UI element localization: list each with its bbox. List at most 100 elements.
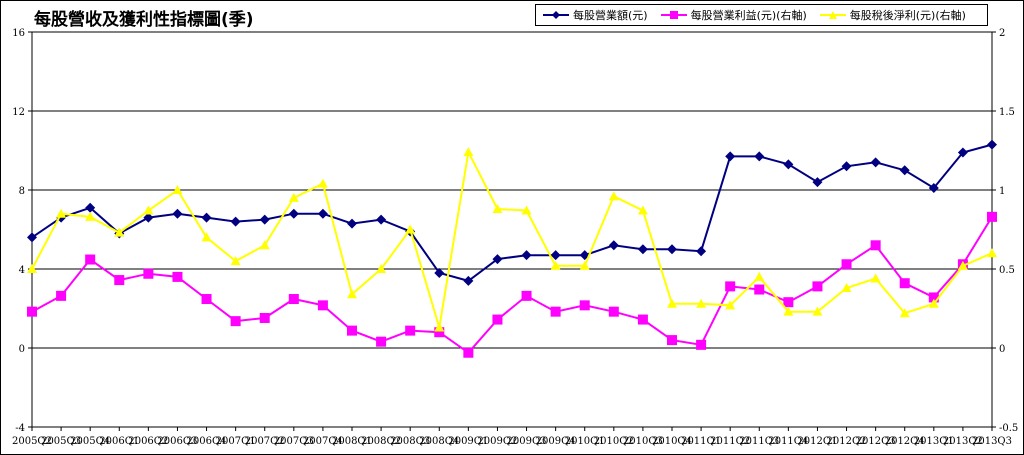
data-point-square (230, 316, 241, 327)
data-point-diamond (172, 208, 183, 219)
data-point-diamond (812, 177, 823, 188)
y-right-tick-label: 2 (999, 28, 1005, 39)
data-point-diamond (870, 157, 881, 168)
x-tick-label: 2011Q2 (710, 436, 750, 447)
data-point-diamond (143, 212, 154, 223)
x-tick-label: 2012Q3 (856, 436, 896, 447)
data-point-square (259, 312, 270, 323)
data-point-diamond (987, 139, 997, 150)
data-point-triangle (754, 271, 765, 281)
data-point-square (27, 306, 37, 317)
legend-item-operating-profit-label: 每股營業利益(元)(右軸) (690, 9, 807, 22)
x-tick-label: 2012Q2 (827, 436, 867, 447)
x-tick-label: 2005Q2 (12, 436, 52, 447)
data-point-square (987, 211, 997, 222)
series-line-1 (31, 216, 993, 355)
x-tick-label: 2009Q4 (536, 436, 576, 447)
data-point-triangle (928, 298, 939, 308)
data-point-triangle (434, 322, 445, 332)
x-tick-label: 2005Q4 (70, 436, 110, 447)
data-point-square (492, 314, 503, 325)
data-point-square (143, 268, 154, 279)
data-point-triangle (783, 306, 794, 316)
data-point-square (579, 300, 590, 311)
data-point-square (347, 325, 357, 336)
x-tick-label: 2012Q1 (797, 436, 837, 447)
data-point-diamond (899, 165, 910, 176)
data-point-square (725, 281, 736, 292)
data-point-diamond (928, 183, 939, 194)
data-point-diamond (376, 214, 387, 225)
legend-net-income-marker (819, 11, 846, 19)
data-point-triangle (230, 256, 241, 266)
data-point-diamond (288, 208, 299, 219)
legend-revenue-marker (543, 11, 569, 19)
data-point-triangle (347, 289, 357, 299)
x-tick-label: 2006Q4 (187, 436, 227, 447)
data-point-triangle (85, 211, 96, 221)
data-point-triangle (376, 264, 387, 273)
data-point-triangle (27, 264, 37, 273)
legend-item-operating-profit: 每股營業利益(元)(右軸) (660, 7, 807, 23)
data-point-diamond (492, 254, 503, 265)
x-tick-label: 2005Q3 (41, 436, 81, 447)
data-point-diamond (667, 244, 677, 255)
y-right-tick-label: -0.5 (999, 423, 1018, 434)
x-tick-label: 2009Q3 (507, 436, 547, 447)
data-point-triangle (987, 248, 997, 258)
x-tick-label: 2008Q4 (419, 436, 459, 447)
x-tick-label: 2010Q2 (594, 436, 634, 447)
data-point-diamond (725, 151, 736, 162)
data-point-triangle (201, 232, 212, 242)
data-point-diamond (317, 208, 328, 219)
data-point-diamond (85, 202, 96, 213)
data-point-triangle (812, 306, 823, 316)
data-point-square (317, 300, 328, 311)
y-left-tick-label: 0 (19, 344, 25, 355)
data-point-square (928, 292, 939, 303)
legend: 每股營業額(元) 每股營業利益(元)(右軸) 每股稅後淨利(元)(右軸) (535, 4, 988, 26)
data-point-triangle (637, 205, 648, 215)
x-tick-label: 2011Q1 (681, 436, 721, 447)
data-point-diamond (27, 232, 37, 243)
x-tick-label: 2011Q4 (768, 436, 808, 447)
data-point-triangle (870, 273, 881, 283)
data-point-triangle (114, 227, 125, 237)
data-point-triangle (288, 192, 299, 202)
x-tick-label: 2011Q3 (739, 436, 779, 447)
series-line-0 (31, 143, 993, 282)
data-point-square (172, 271, 183, 282)
x-tick-label: 2006Q3 (157, 436, 197, 447)
data-point-diamond (347, 218, 357, 229)
data-point-triangle (317, 178, 328, 188)
data-point-diamond (637, 244, 648, 255)
data-point-square (637, 314, 648, 325)
y-left-tick-label: 8 (19, 186, 25, 197)
data-point-square (85, 254, 96, 265)
x-tick-label: 2008Q3 (390, 436, 430, 447)
x-tick-label: 2010Q1 (565, 436, 605, 447)
x-tick-label: 2010Q3 (623, 436, 663, 447)
data-point-triangle (492, 203, 503, 213)
y-right-tick-label: 1 (999, 186, 1005, 197)
data-point-diamond (521, 250, 532, 261)
chart-title: 每股營收及獲利性指標圖(季) (34, 10, 254, 30)
data-point-triangle (725, 300, 736, 310)
data-point-diamond (957, 147, 968, 158)
data-point-triangle (579, 260, 590, 270)
data-point-triangle (172, 185, 183, 194)
x-tick-label: 2006Q1 (99, 436, 139, 447)
y-right-tick-label: 1.5 (999, 107, 1015, 118)
data-point-square (376, 336, 387, 347)
data-point-square (405, 325, 416, 336)
x-tick-label: 2012Q4 (885, 436, 925, 447)
series-line-2 (31, 148, 993, 328)
data-point-diamond (434, 267, 445, 278)
data-point-square (667, 335, 677, 346)
y-left-tick-label: 12 (12, 107, 25, 118)
x-tick-label: 2008Q2 (361, 436, 401, 447)
x-tick-label: 2006Q2 (128, 436, 168, 447)
x-tick-label: 2007Q4 (303, 436, 343, 447)
plot-area (31, 31, 993, 428)
